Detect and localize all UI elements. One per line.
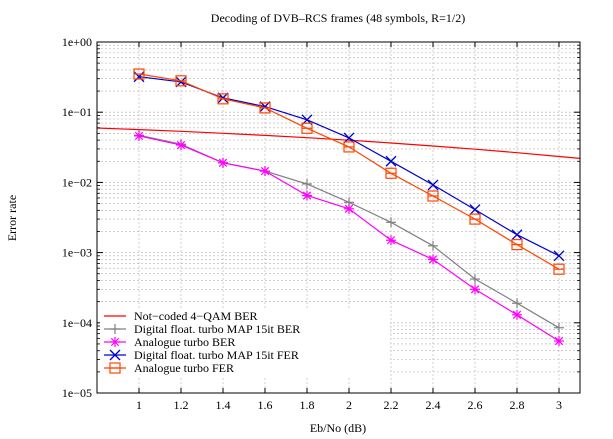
data-point [175, 75, 187, 87]
data-point [134, 130, 144, 141]
series-1 [96, 127, 581, 159]
data-point [217, 93, 229, 105]
data-point [259, 102, 271, 114]
data-point [512, 309, 522, 320]
y-tick-label: 1e−03 [62, 246, 92, 260]
x-tick-label: 1 [136, 398, 142, 412]
legend-item: Not−coded 4−QAM BER [104, 309, 258, 323]
data-point [218, 157, 228, 168]
data-point [260, 166, 270, 177]
data-point [427, 179, 439, 191]
data-point [511, 229, 523, 241]
data-point [385, 167, 397, 179]
data-point [428, 240, 438, 251]
data-point [385, 155, 397, 167]
x-tick-label: 2 [346, 398, 352, 412]
x-tick-label: 1.6 [258, 398, 273, 412]
data-point [217, 92, 229, 104]
chart-title: Decoding of DVB–RCS frames (48 symbols, … [211, 11, 465, 25]
x-tick-label: 2.4 [426, 398, 441, 412]
x-tick-label: 3 [556, 398, 562, 412]
legend-label: Digital float. turbo MAP 15it BER [134, 322, 300, 336]
data-point [344, 203, 354, 214]
data-point [512, 298, 522, 309]
legend-label: Not−coded 4−QAM BER [134, 309, 258, 323]
legend-marker [109, 362, 121, 374]
data-point [301, 122, 313, 134]
series-5 [133, 68, 565, 275]
data-point [511, 239, 523, 251]
legend-marker [109, 349, 121, 361]
data-point [302, 178, 312, 189]
legend-background [100, 308, 390, 376]
data-point [386, 235, 396, 246]
legend-item: Analogue turbo FER [104, 361, 234, 375]
y-tick-label: 1e−01 [62, 105, 92, 119]
data-point [176, 140, 186, 151]
data-point [553, 250, 565, 262]
legend-label: Digital float. turbo MAP 15it FER [134, 348, 299, 362]
y-axis-ticks: 1e+00 1e−01 1e−02 1e−03 1e−04 1e−05 [62, 35, 580, 400]
x-tick-label: 1.2 [174, 398, 189, 412]
data-point [386, 217, 396, 228]
data-point [470, 274, 480, 285]
x-tick-label: 2.6 [468, 398, 483, 412]
series-line [96, 127, 581, 159]
legend-marker [110, 337, 120, 347]
data-point [343, 132, 355, 144]
y-tick-label: 1e−04 [62, 316, 92, 330]
data-point [133, 71, 145, 83]
data-point [428, 254, 438, 265]
data-point [554, 336, 564, 347]
plot-series [96, 68, 581, 347]
x-tick-label: 2.2 [384, 398, 399, 412]
data-point [302, 190, 312, 201]
legend-item: Analogue turbo BER [104, 335, 235, 349]
data-point [470, 284, 480, 295]
y-tick-label: 1e−05 [62, 386, 92, 400]
y-tick-label: 1e+00 [62, 35, 92, 49]
legend-label: Analogue turbo FER [134, 361, 234, 375]
legend-item: Digital float. turbo MAP 15it BER [104, 322, 300, 336]
x-tick-label: 1.4 [216, 398, 231, 412]
data-point [469, 204, 481, 216]
data-point [553, 263, 565, 275]
data-point [427, 190, 439, 202]
x-axis-label: Eb/No (dB) [310, 421, 366, 435]
legend-label: Analogue turbo BER [134, 335, 235, 349]
plot-frame [96, 41, 581, 394]
y-tick-label: 1e−02 [62, 175, 92, 189]
data-point [133, 68, 145, 80]
x-tick-label: 2.8 [510, 398, 525, 412]
y-axis-label: Error rate [5, 195, 19, 241]
data-point [554, 322, 564, 333]
x-axis-ticks: 1 1.2 1.4 1.6 1.8 2 2.2 2.4 2.6 2.8 3 [136, 42, 562, 412]
legend-marker [110, 324, 120, 334]
data-point [343, 141, 355, 153]
legend-item: Digital float. turbo MAP 15it FER [104, 348, 299, 362]
x-tick-label: 1.8 [300, 398, 315, 412]
series-3 [134, 130, 564, 347]
data-point [469, 213, 481, 225]
